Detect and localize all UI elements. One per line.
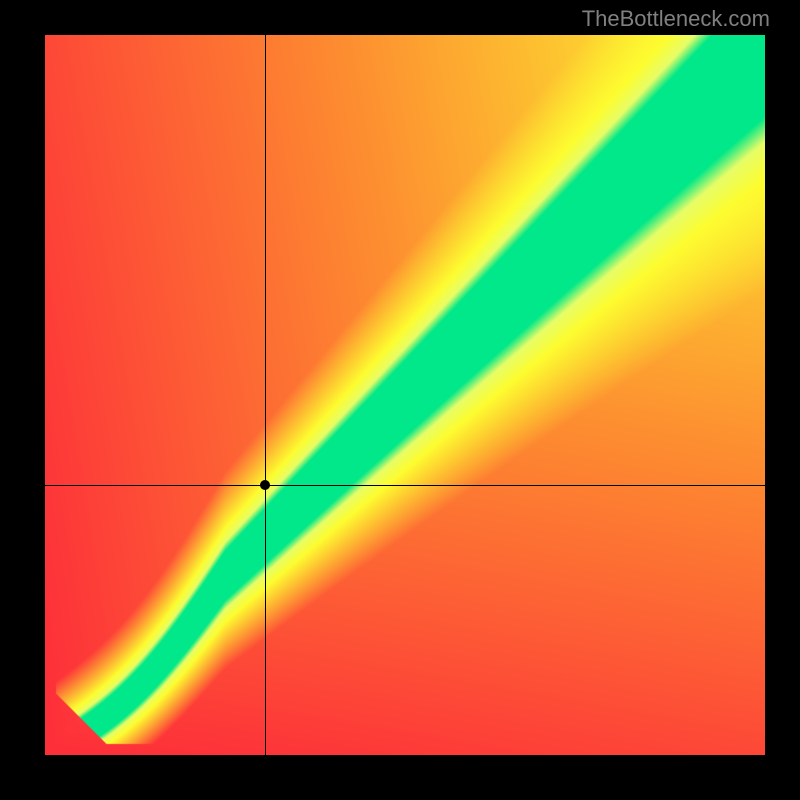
crosshair-marker — [260, 480, 270, 490]
chart-container: { "watermark": "TheBottleneck.com", "cha… — [0, 0, 800, 800]
crosshair-vertical — [265, 35, 266, 755]
watermark-text: TheBottleneck.com — [582, 6, 770, 32]
crosshair-horizontal — [45, 485, 765, 486]
heatmap-canvas — [45, 35, 765, 755]
heatmap-plot — [45, 35, 765, 755]
